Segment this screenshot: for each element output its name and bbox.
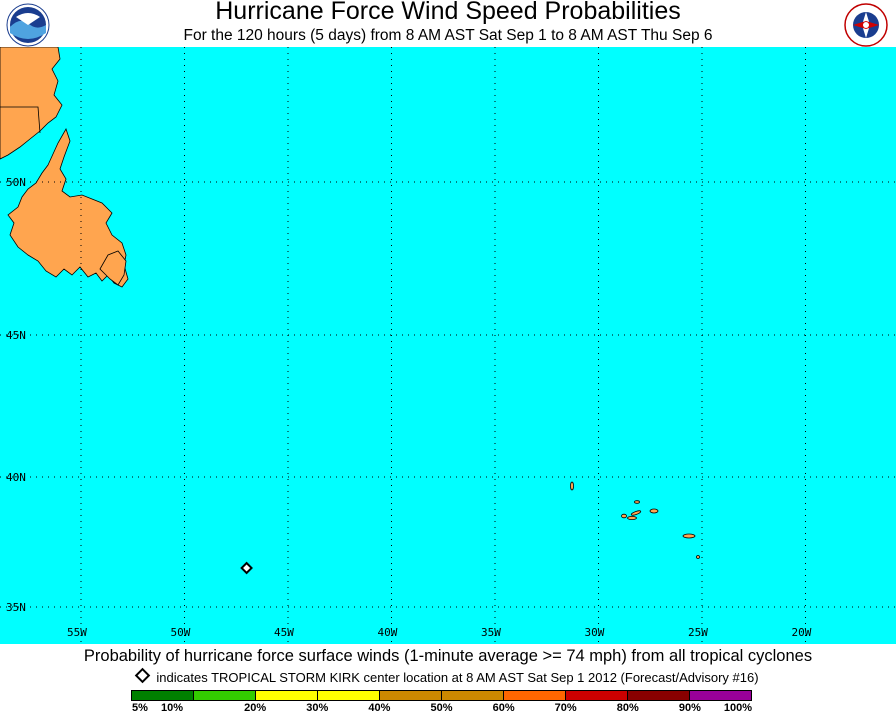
scale-segment xyxy=(504,691,566,700)
longitude-label: 25W xyxy=(688,626,708,639)
island-sao-jorge xyxy=(630,510,642,516)
page-title: Hurricane Force Wind Speed Probabilities xyxy=(215,0,681,25)
map-caption: Probability of hurricane force surface w… xyxy=(83,647,813,665)
scale-label: 20% xyxy=(244,702,267,714)
storm-markers xyxy=(240,561,253,575)
storm-legend-note: indicates TROPICAL STORM KIRK center loc… xyxy=(0,667,896,685)
scale-segment xyxy=(318,691,380,700)
land-masses xyxy=(0,47,129,288)
probability-scale-labels: 5% 10% 20% 30% 40% 50% 60% 70% 80% 90% 100% xyxy=(0,702,896,716)
quebec-border xyxy=(0,106,41,134)
island-terceira xyxy=(649,508,659,514)
longitude-label: 35W xyxy=(481,626,501,639)
latitude-label: 45N xyxy=(6,329,26,342)
nws-logo xyxy=(844,3,888,47)
probability-color-scale xyxy=(131,690,752,701)
probability-map: 55W 50W 45W 40W 35W 30W 25W 20W 50N 45N 40N 35N xyxy=(0,47,896,644)
scale-label: 30% xyxy=(306,702,329,714)
longitude-label: 40W xyxy=(378,626,398,639)
island-graciosa xyxy=(634,500,640,504)
scale-label: 80% xyxy=(616,702,639,714)
scale-label: 50% xyxy=(430,702,453,714)
scale-segment xyxy=(194,691,256,700)
scale-segment xyxy=(690,691,751,700)
latitude-label: 50N xyxy=(6,176,26,189)
scale-segment xyxy=(566,691,628,700)
grid-labels: 55W 50W 45W 40W 35W 30W 25W 20W 50N 45N 40N 35N xyxy=(6,176,812,639)
latitude-label: 40N xyxy=(6,471,26,484)
storm-center-marker xyxy=(240,561,253,575)
island-sao-miguel xyxy=(682,533,696,539)
longitude-label: 55W xyxy=(67,626,87,639)
scale-label: 100% xyxy=(723,702,753,714)
lat-lon-grid xyxy=(0,47,896,644)
azores-islands xyxy=(570,481,700,559)
page-subtitle: For the 120 hours (5 days) from 8 AM AST… xyxy=(183,27,713,44)
scale-segment xyxy=(132,691,194,700)
island-faial xyxy=(621,513,627,519)
scale-label: 40% xyxy=(368,702,391,714)
longitude-label: 45W xyxy=(274,626,294,639)
scale-segment xyxy=(442,691,504,700)
scale-label: 10% xyxy=(160,702,184,714)
scale-label: 70% xyxy=(554,702,577,714)
scale-segment xyxy=(380,691,442,700)
labrador-land xyxy=(0,47,63,160)
scale-segment xyxy=(628,691,690,700)
longitude-label: 20W xyxy=(792,626,812,639)
scale-label: 60% xyxy=(492,702,515,714)
island-pico xyxy=(627,515,637,520)
scale-label: 90% xyxy=(678,702,701,714)
scale-segment xyxy=(256,691,318,700)
storm-legend-text: indicates TROPICAL STORM KIRK center loc… xyxy=(156,670,759,685)
noaa-logo xyxy=(6,3,50,47)
map-canvas: 55W 50W 45W 40W 35W 30W 25W 20W 50N 45N 40N 35N xyxy=(0,47,896,644)
longitude-label: 30W xyxy=(585,626,605,639)
longitude-label: 50W xyxy=(171,626,191,639)
avalon-peninsula xyxy=(99,250,127,286)
scale-label: 5% xyxy=(132,702,148,714)
island-flores xyxy=(570,481,574,491)
island-santa-maria xyxy=(696,555,700,559)
latitude-label: 35N xyxy=(6,601,26,614)
diamond-icon xyxy=(135,667,151,684)
